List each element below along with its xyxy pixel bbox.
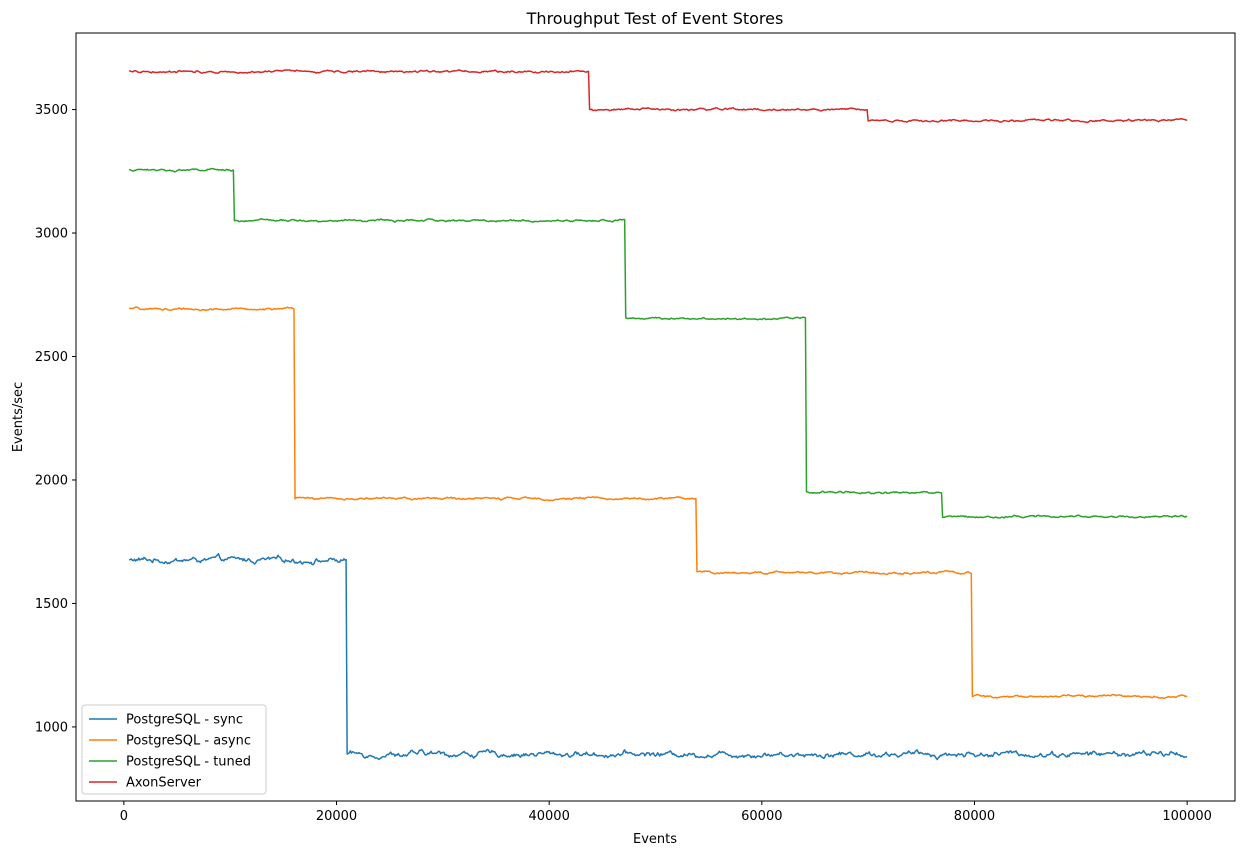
legend-label: PostgreSQL - async — [126, 734, 251, 749]
y-tick-label: 2000 — [35, 473, 68, 488]
legend: PostgreSQL - sync PostgreSQL - async Postg… — [81, 704, 267, 795]
legend-box — [81, 704, 267, 795]
x-tick-label: 40000 — [528, 809, 569, 824]
series-layer — [128, 69, 1188, 761]
legend-label: PostgreSQL - sync — [126, 713, 243, 728]
y-tick-label: 1000 — [35, 720, 68, 735]
series-line-2 — [128, 306, 1188, 700]
y-axis-label: Events/sec — [11, 382, 26, 452]
x-axis-label: Events — [633, 832, 677, 847]
series-line-1 — [128, 553, 1188, 761]
series-line-3 — [128, 167, 1188, 519]
y-axis: 1000 1500 2000 2500 3000 3500 — [35, 103, 76, 735]
x-axis: 0 20000 40000 60000 80000 100000 — [120, 801, 1212, 824]
y-tick-label: 1500 — [35, 597, 68, 612]
x-tick-label: 80000 — [954, 809, 995, 824]
x-tick-label: 20000 — [316, 809, 357, 824]
x-tick-label: 100000 — [1162, 809, 1212, 824]
legend-label: PostgreSQL - tuned — [126, 755, 251, 770]
y-tick-label: 2500 — [35, 350, 68, 365]
x-tick-label: 0 — [120, 809, 128, 824]
chart-title: Throughput Test of Event Stores — [526, 9, 784, 28]
series-line-4 — [129, 69, 1188, 124]
legend-label: AxonServer — [126, 776, 202, 791]
x-tick-label: 60000 — [741, 809, 782, 824]
plot-frame — [75, 32, 1236, 802]
y-tick-label: 3000 — [35, 227, 68, 242]
y-tick-label: 3500 — [35, 103, 68, 118]
